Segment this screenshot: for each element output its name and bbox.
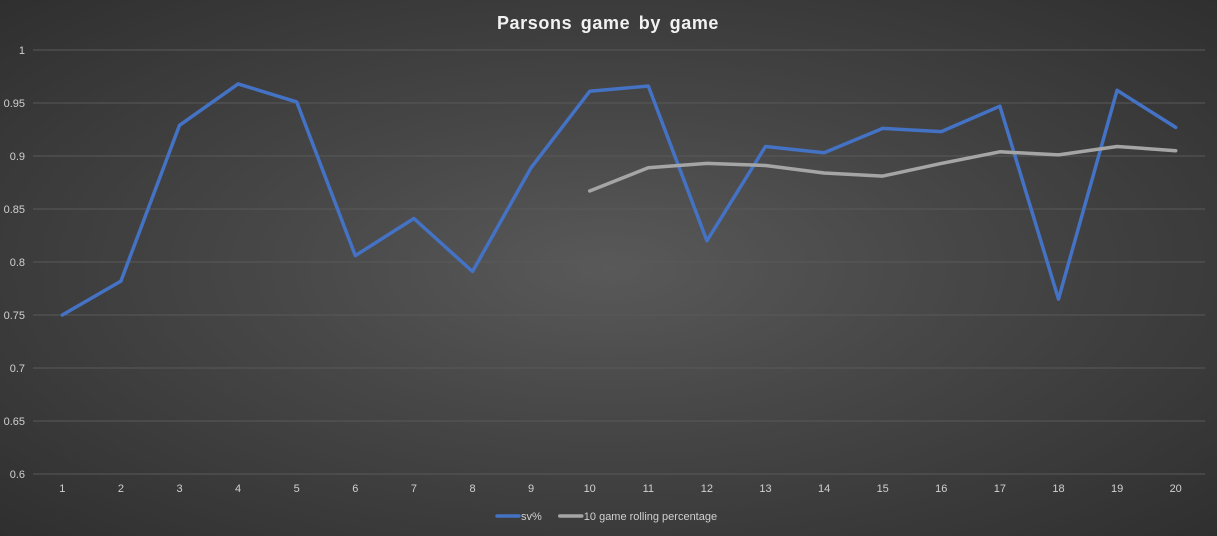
legend-label: sv%: [521, 511, 542, 523]
y-tick-label: 0.65: [4, 416, 25, 428]
series-lines: [60, 82, 1178, 317]
legend: sv% 10 game rolling percentage: [495, 511, 717, 523]
x-tick-label: 16: [935, 483, 947, 495]
y-tick-label: 0.7: [10, 363, 25, 375]
series-line-2: [587, 144, 1178, 193]
x-tick-label: 8: [469, 483, 475, 495]
chart-title: Parsons game by game: [497, 13, 719, 33]
x-tick-label: 20: [1170, 483, 1182, 495]
x-tick-label: 4: [235, 483, 241, 495]
x-tick-label: 3: [176, 483, 182, 495]
legend-item: 10 game rolling percentage: [558, 511, 717, 523]
y-tick-label: 0.75: [4, 310, 25, 322]
y-tick-label: 0.8: [10, 257, 25, 269]
y-tick-label: 0.95: [4, 98, 25, 110]
x-tick-label: 2: [118, 483, 124, 495]
x-axis-tick-labels: 1 2 3 4 5 6 7 8 9 10 11 12 13 14 15 16 17 18 19 20: [59, 483, 1182, 495]
legend-label: 10 game rolling percentage: [584, 511, 717, 523]
x-tick-label: 17: [994, 483, 1006, 495]
x-tick-label: 5: [294, 483, 300, 495]
y-tick-label: 0.6: [10, 469, 25, 481]
legend-item: sv%: [495, 511, 542, 523]
gridlines: [33, 49, 1205, 475]
x-tick-label: 15: [877, 483, 889, 495]
x-tick-label: 12: [701, 483, 713, 495]
y-tick-label: 0.85: [4, 204, 25, 216]
x-tick-label: 11: [643, 483, 654, 495]
series-line-1: [60, 82, 1178, 317]
x-tick-label: 6: [352, 483, 358, 495]
x-tick-label: 18: [1052, 483, 1064, 495]
x-tick-label: 7: [411, 483, 417, 495]
y-tick-label: 1: [19, 45, 25, 57]
y-axis-tick-labels: 0.6 0.65 0.7 0.75 0.8 0.85 0.9 0.95 1: [4, 45, 25, 481]
x-tick-label: 10: [584, 483, 596, 495]
y-tick-label: 0.9: [10, 151, 25, 163]
x-tick-label: 14: [818, 483, 830, 495]
x-tick-label: 19: [1111, 483, 1123, 495]
x-tick-label: 13: [759, 483, 771, 495]
x-tick-label: 9: [528, 483, 534, 495]
x-tick-label: 1: [59, 483, 65, 495]
